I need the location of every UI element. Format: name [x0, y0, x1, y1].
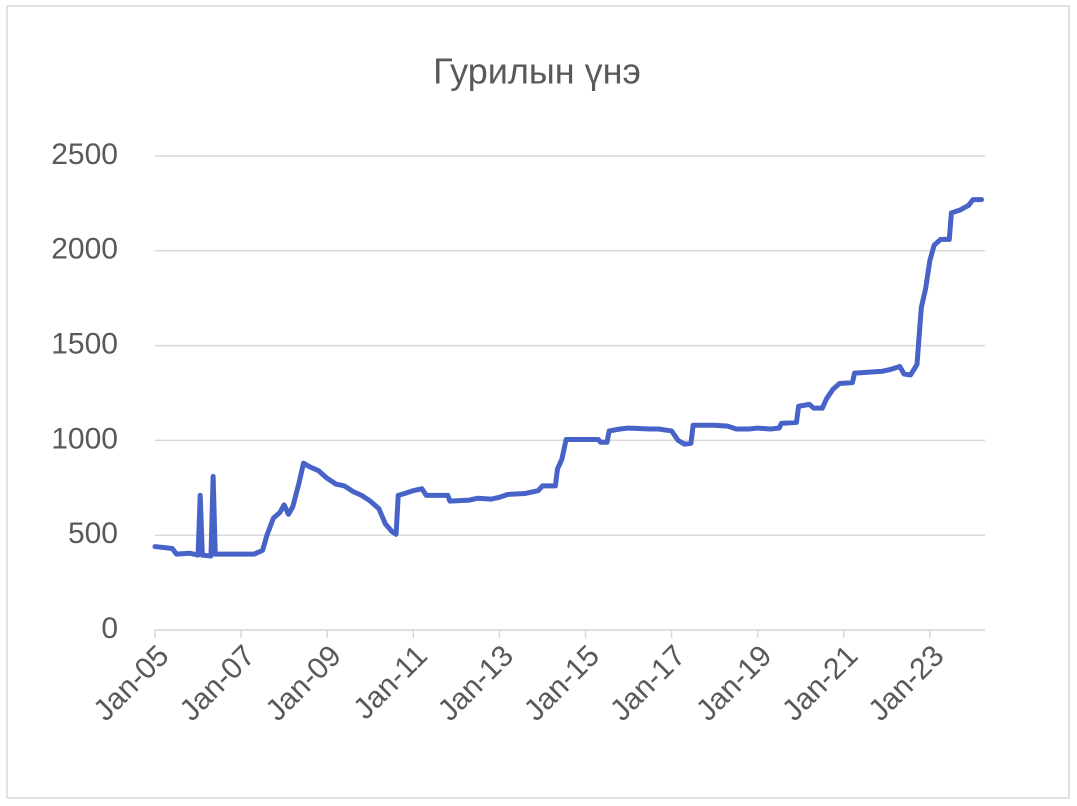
y-tick-label: 2000: [51, 233, 118, 266]
y-tick-label: 0: [101, 612, 118, 645]
y-tick-label: 500: [68, 517, 118, 550]
y-tick-label: 2500: [51, 138, 118, 171]
y-tick-label: 1000: [51, 422, 118, 455]
y-tick-label: 1500: [51, 328, 118, 361]
line-series: [152, 197, 985, 559]
chart-title: Гурилын үнэ: [433, 51, 641, 92]
chart-frame: [6, 5, 1070, 799]
